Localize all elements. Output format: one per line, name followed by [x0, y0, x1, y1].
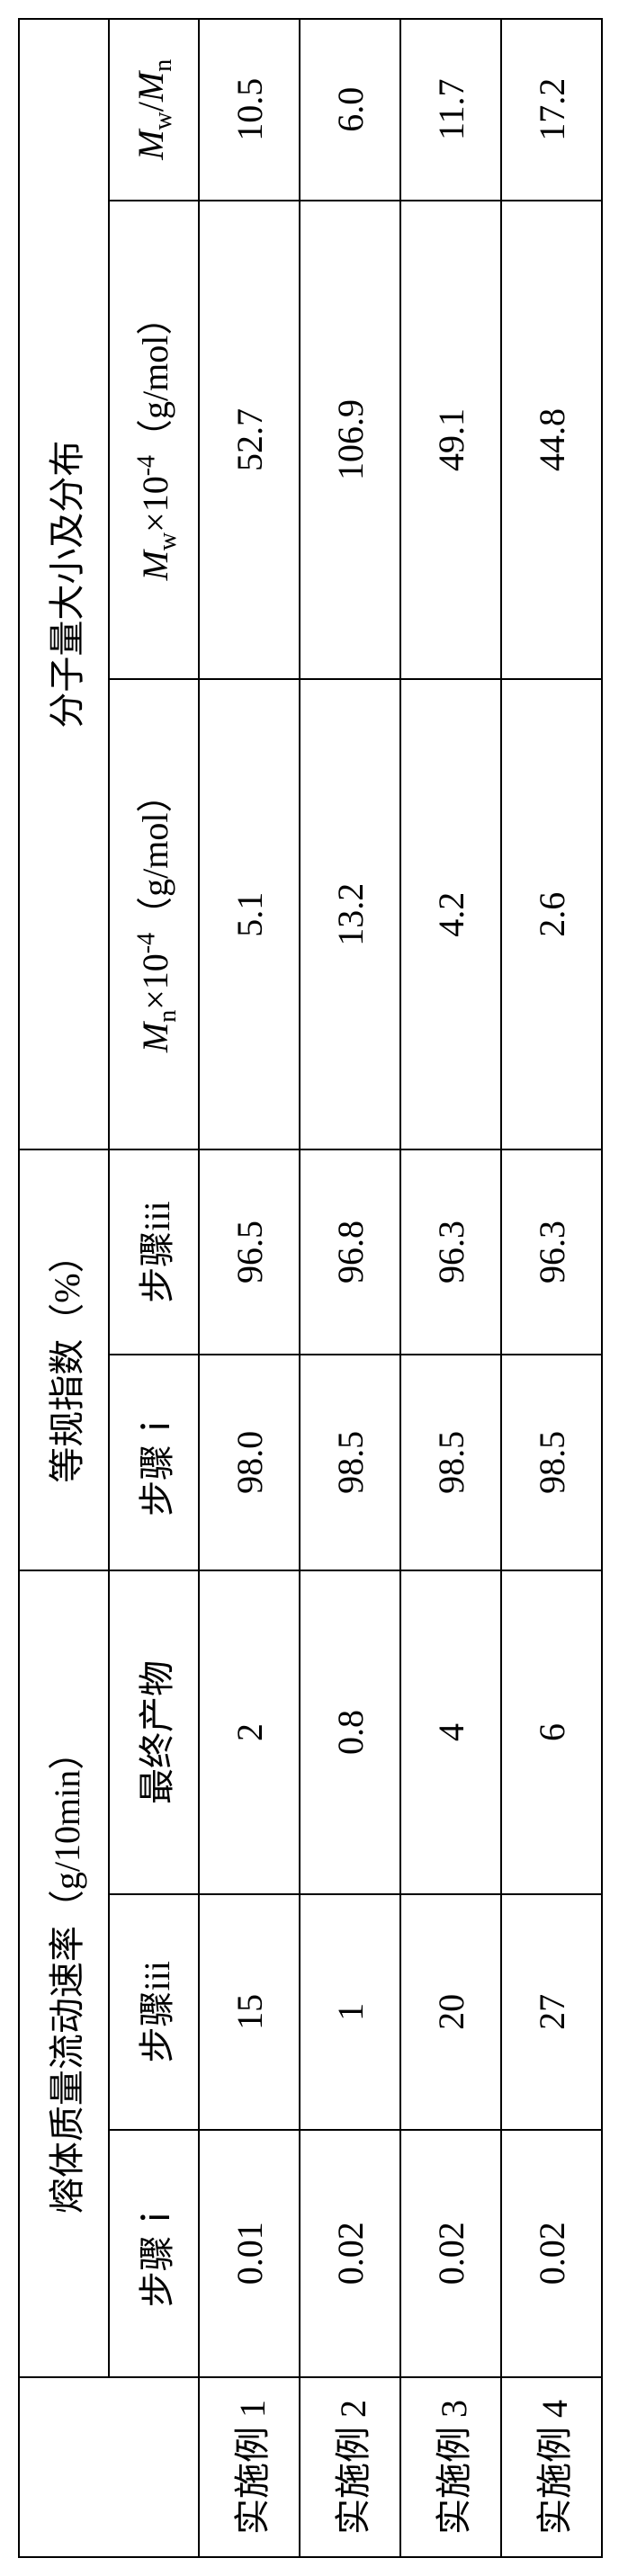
cell-mfr-i: 0.02 — [300, 2130, 400, 2377]
table-row: 实施例 1 0.01 15 2 98.0 96.5 5.1 52.7 10.5 — [199, 19, 300, 2557]
cell-iso-i: 98.5 — [501, 1355, 602, 1570]
group-header-iso: 等规指数（%） — [19, 1149, 109, 1570]
cell-mfr-iii: 20 — [400, 1894, 501, 2129]
cell-mw: 44.8 — [501, 201, 602, 680]
row-label: 实施例 4 — [501, 2377, 602, 2557]
sub-header-row: 步骤ｉ 步骤iii 最终产物 步骤ｉ 步骤iii Mn×10-4（g/mol） … — [109, 19, 199, 2557]
cell-pdi: 11.7 — [400, 19, 501, 201]
cell-iso-i: 98.0 — [199, 1355, 300, 1570]
cell-mfr-i: 0.01 — [199, 2130, 300, 2377]
corner-cell — [19, 2377, 199, 2557]
cell-mfr-final: 4 — [400, 1570, 501, 1894]
cell-mn: 5.1 — [199, 679, 300, 1149]
table-row: 实施例 4 0.02 27 6 98.5 96.3 2.6 44.8 17.2 — [501, 19, 602, 2557]
cell-mfr-final: 6 — [501, 1570, 602, 1894]
group-header-mw: 分子量大小及分布 — [19, 19, 109, 1149]
cell-mfr-i: 0.02 — [501, 2130, 602, 2377]
cell-mn: 2.6 — [501, 679, 602, 1149]
cell-iso-iii: 96.3 — [400, 1149, 501, 1355]
subheader-mn: Mn×10-4（g/mol） — [109, 679, 199, 1149]
subheader-iso-i: 步骤ｉ — [109, 1355, 199, 1570]
subheader-pdi: Mw/Mn — [109, 19, 199, 201]
row-label: 实施例 3 — [400, 2377, 501, 2557]
cell-iso-iii: 96.8 — [300, 1149, 400, 1355]
cell-iso-iii: 96.5 — [199, 1149, 300, 1355]
row-label: 实施例 2 — [300, 2377, 400, 2557]
cell-pdi: 6.0 — [300, 19, 400, 201]
cell-mfr-final: 2 — [199, 1570, 300, 1894]
cell-mfr-iii: 1 — [300, 1894, 400, 2129]
subheader-iso-iii: 步骤iii — [109, 1149, 199, 1355]
cell-mfr-iii: 27 — [501, 1894, 602, 2129]
table-row: 实施例 3 0.02 20 4 98.5 96.3 4.2 49.1 11.7 — [400, 19, 501, 2557]
subheader-mfr-final: 最终产物 — [109, 1570, 199, 1894]
cell-mn: 4.2 — [400, 679, 501, 1149]
cell-mfr-i: 0.02 — [400, 2130, 501, 2377]
data-table: 熔体质量流动速率（g/10min） 等规指数（%） 分子量大小及分布 步骤ｉ 步… — [18, 18, 603, 2558]
cell-mw: 49.1 — [400, 201, 501, 680]
table-row: 实施例 2 0.02 1 0.8 98.5 96.8 13.2 106.9 6.… — [300, 19, 400, 2557]
cell-mw: 106.9 — [300, 201, 400, 680]
group-header-row: 熔体质量流动速率（g/10min） 等规指数（%） 分子量大小及分布 — [19, 19, 109, 2557]
cell-iso-i: 98.5 — [300, 1355, 400, 1570]
cell-mfr-final: 0.8 — [300, 1570, 400, 1894]
cell-mw: 52.7 — [199, 201, 300, 680]
group-header-mfr: 熔体质量流动速率（g/10min） — [19, 1570, 109, 2377]
cell-pdi: 17.2 — [501, 19, 602, 201]
subheader-mfr-i: 步骤ｉ — [109, 2130, 199, 2377]
cell-mfr-iii: 15 — [199, 1894, 300, 2129]
subheader-mw: Mw×10-4（g/mol） — [109, 201, 199, 680]
subheader-mfr-iii: 步骤iii — [109, 1894, 199, 2129]
cell-iso-iii: 96.3 — [501, 1149, 602, 1355]
cell-mn: 13.2 — [300, 679, 400, 1149]
cell-iso-i: 98.5 — [400, 1355, 501, 1570]
row-label: 实施例 1 — [199, 2377, 300, 2557]
cell-pdi: 10.5 — [199, 19, 300, 201]
